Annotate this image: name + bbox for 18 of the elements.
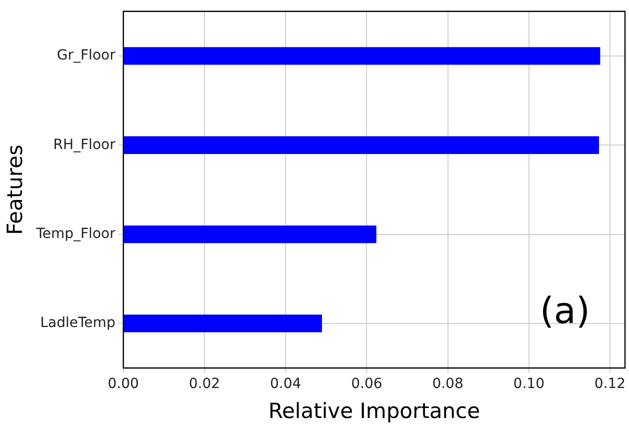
bar (124, 47, 600, 65)
y-tick-label: Temp_Floor (35, 226, 116, 242)
bar (124, 225, 376, 244)
x-tick-label: 0.06 (351, 376, 382, 392)
x-tick-label: 0.00 (108, 376, 139, 392)
x-tick-label: 0.02 (188, 376, 220, 392)
x-tick-label: 0.04 (270, 376, 302, 392)
x-tick-label: 0.08 (432, 376, 464, 392)
y-tick-label: RH_Floor (53, 136, 116, 153)
y-tick-label: LadleTemp (40, 315, 116, 332)
bar (124, 136, 599, 154)
x-axis-title: Relative Importance (268, 398, 480, 423)
x-tick-label: 0.10 (513, 376, 544, 392)
x-tick-label: 0.12 (594, 376, 626, 392)
y-axis-title: Features (3, 144, 28, 235)
y-tick-label: Gr_Floor (56, 48, 116, 64)
bar (124, 314, 322, 332)
annotation: (a) (540, 291, 590, 332)
